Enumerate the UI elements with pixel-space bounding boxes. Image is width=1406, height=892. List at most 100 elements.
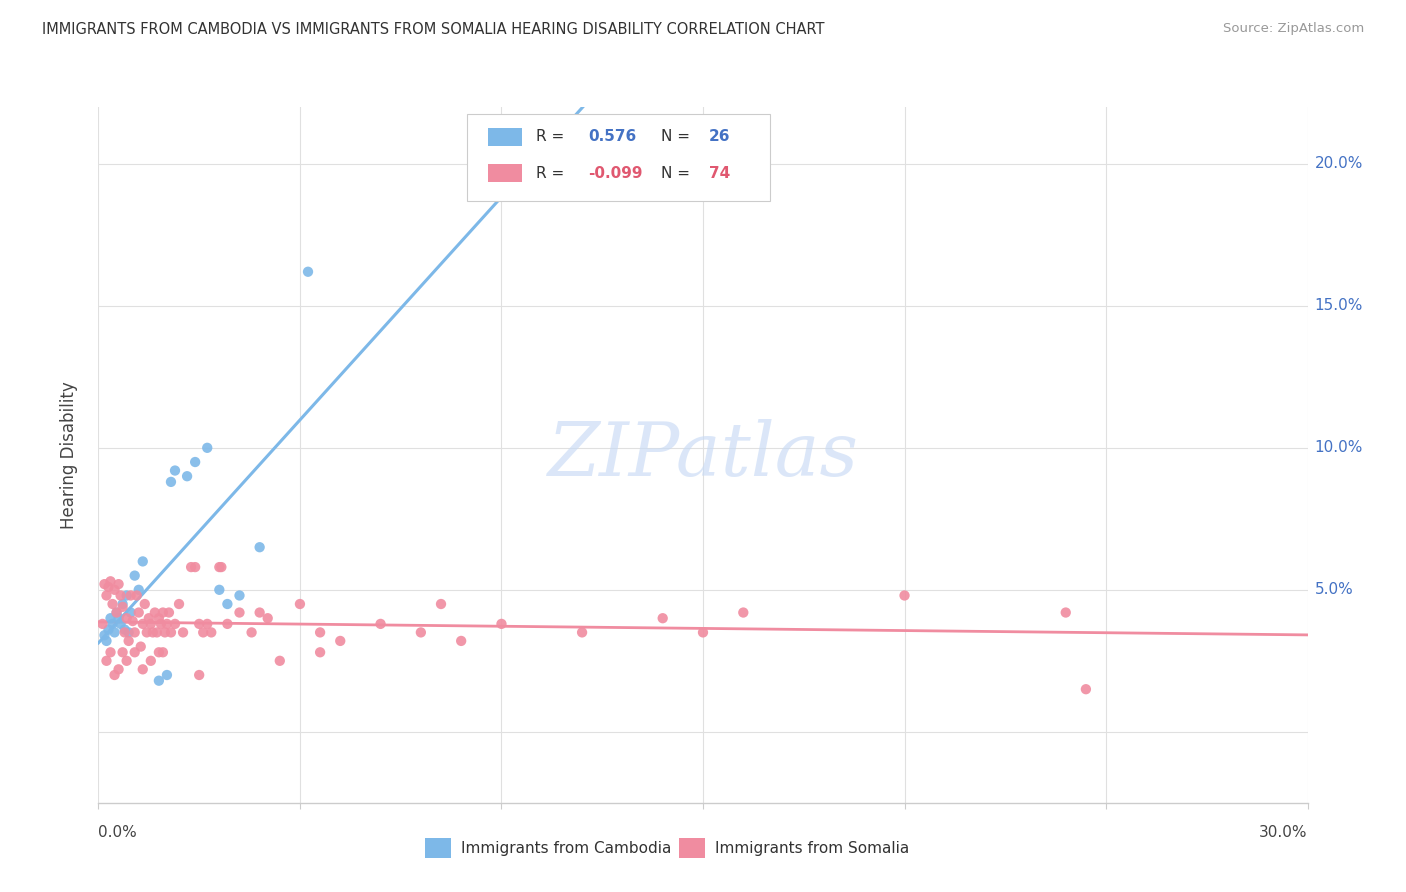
- Point: [134, 597, 156, 611]
- Point: [256, 611, 278, 625]
- Text: N =: N =: [661, 129, 690, 145]
- Point: [160, 475, 183, 489]
- Point: [184, 455, 207, 469]
- Text: 26: 26: [709, 129, 731, 145]
- Point: [297, 265, 319, 279]
- Point: [153, 625, 176, 640]
- Point: [139, 654, 162, 668]
- Point: [450, 634, 472, 648]
- Point: [288, 597, 311, 611]
- Text: R =: R =: [536, 129, 564, 145]
- Point: [249, 606, 271, 620]
- Point: [209, 560, 232, 574]
- Point: [107, 662, 129, 676]
- Point: [132, 554, 155, 568]
- Point: [96, 654, 118, 668]
- Text: Immigrants from Cambodia: Immigrants from Cambodia: [461, 840, 672, 855]
- Point: [149, 616, 172, 631]
- Point: [188, 616, 211, 631]
- Point: [124, 625, 146, 640]
- Point: [208, 560, 231, 574]
- Point: [110, 589, 132, 603]
- FancyBboxPatch shape: [488, 164, 522, 182]
- Point: [733, 606, 755, 620]
- Point: [329, 634, 352, 648]
- Point: [103, 625, 125, 640]
- Point: [1074, 682, 1097, 697]
- Point: [110, 616, 132, 631]
- Point: [409, 625, 432, 640]
- Point: [129, 640, 152, 654]
- Point: [200, 625, 222, 640]
- Point: [120, 606, 142, 620]
- Point: [132, 616, 155, 631]
- Point: [138, 611, 160, 625]
- Point: [101, 616, 124, 631]
- Point: [156, 668, 179, 682]
- Text: 0.0%: 0.0%: [98, 825, 138, 840]
- Point: [91, 616, 114, 631]
- Point: [188, 668, 211, 682]
- Point: [160, 625, 183, 640]
- Point: [309, 645, 332, 659]
- Point: [115, 654, 138, 668]
- Point: [124, 568, 146, 582]
- Point: [309, 625, 332, 640]
- Text: 5.0%: 5.0%: [1315, 582, 1354, 598]
- Point: [1054, 606, 1077, 620]
- Point: [208, 582, 231, 597]
- Point: [128, 606, 150, 620]
- Text: R =: R =: [536, 166, 564, 181]
- Point: [105, 606, 128, 620]
- Point: [240, 625, 263, 640]
- Point: [96, 634, 118, 648]
- Point: [157, 606, 180, 620]
- Point: [132, 662, 155, 676]
- Point: [118, 634, 141, 648]
- Point: [103, 668, 125, 682]
- Point: [152, 645, 174, 659]
- Point: [135, 625, 157, 640]
- Point: [97, 580, 120, 594]
- Point: [128, 582, 150, 597]
- Text: 74: 74: [709, 166, 730, 181]
- Point: [217, 597, 239, 611]
- Point: [118, 625, 141, 640]
- FancyBboxPatch shape: [467, 114, 769, 201]
- FancyBboxPatch shape: [425, 838, 451, 858]
- Point: [167, 597, 190, 611]
- Text: 0.576: 0.576: [588, 129, 637, 145]
- Point: [103, 582, 125, 597]
- Point: [692, 625, 714, 640]
- Point: [176, 469, 198, 483]
- Point: [193, 625, 215, 640]
- Point: [111, 645, 134, 659]
- Text: N =: N =: [661, 166, 690, 181]
- Point: [184, 560, 207, 574]
- Point: [125, 589, 148, 603]
- Point: [96, 589, 118, 603]
- Point: [107, 611, 129, 625]
- Point: [430, 597, 453, 611]
- Point: [172, 625, 194, 640]
- Point: [120, 589, 142, 603]
- Point: [370, 616, 392, 631]
- Point: [111, 597, 134, 611]
- Text: 20.0%: 20.0%: [1315, 156, 1362, 171]
- Y-axis label: Hearing Disability: Hearing Disability: [59, 381, 77, 529]
- Point: [139, 616, 162, 631]
- Point: [100, 574, 122, 589]
- Point: [115, 589, 138, 603]
- Point: [228, 589, 250, 603]
- Point: [124, 645, 146, 659]
- Point: [114, 623, 136, 637]
- Point: [115, 611, 138, 625]
- Point: [156, 616, 179, 631]
- Point: [93, 577, 115, 591]
- Point: [491, 616, 513, 631]
- Point: [269, 654, 291, 668]
- Point: [163, 616, 186, 631]
- Point: [111, 599, 134, 614]
- Point: [195, 616, 218, 631]
- Point: [152, 606, 174, 620]
